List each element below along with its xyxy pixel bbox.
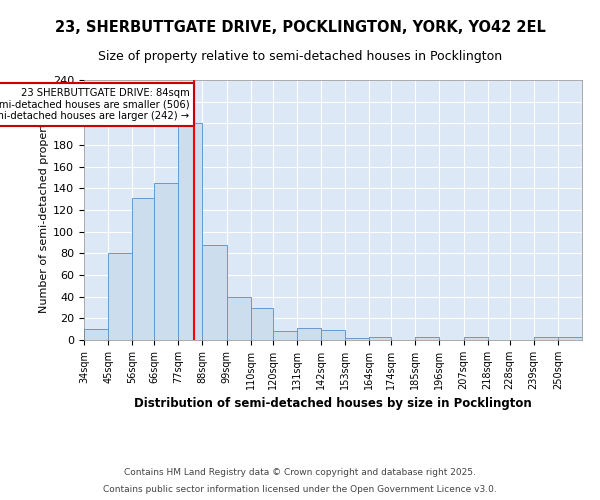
Bar xyxy=(84,329,108,340)
Bar xyxy=(534,337,558,340)
Bar xyxy=(558,337,582,340)
Bar xyxy=(345,338,369,340)
Bar xyxy=(272,332,297,340)
Bar xyxy=(227,296,251,340)
Text: 23, SHERBUTTGATE DRIVE, POCKLINGTON, YORK, YO42 2EL: 23, SHERBUTTGATE DRIVE, POCKLINGTON, YOR… xyxy=(55,20,545,35)
Bar xyxy=(178,124,202,340)
Bar xyxy=(132,198,154,340)
Bar xyxy=(464,337,488,340)
X-axis label: Distribution of semi-detached houses by size in Pocklington: Distribution of semi-detached houses by … xyxy=(134,398,532,410)
Text: 23 SHERBUTTGATE DRIVE: 84sqm
← 67% of semi-detached houses are smaller (506)
32%: 23 SHERBUTTGATE DRIVE: 84sqm ← 67% of se… xyxy=(0,88,190,121)
Bar xyxy=(108,254,132,340)
Text: Contains HM Land Registry data © Crown copyright and database right 2025.: Contains HM Land Registry data © Crown c… xyxy=(124,468,476,477)
Bar xyxy=(415,337,439,340)
Bar xyxy=(321,330,345,340)
Y-axis label: Number of semi-detached properties: Number of semi-detached properties xyxy=(39,107,49,313)
Bar xyxy=(154,183,178,340)
Bar xyxy=(297,328,321,340)
Bar xyxy=(251,308,272,340)
Bar xyxy=(369,337,391,340)
Text: Contains public sector information licensed under the Open Government Licence v3: Contains public sector information licen… xyxy=(103,486,497,494)
Text: Size of property relative to semi-detached houses in Pocklington: Size of property relative to semi-detach… xyxy=(98,50,502,63)
Bar xyxy=(202,244,227,340)
